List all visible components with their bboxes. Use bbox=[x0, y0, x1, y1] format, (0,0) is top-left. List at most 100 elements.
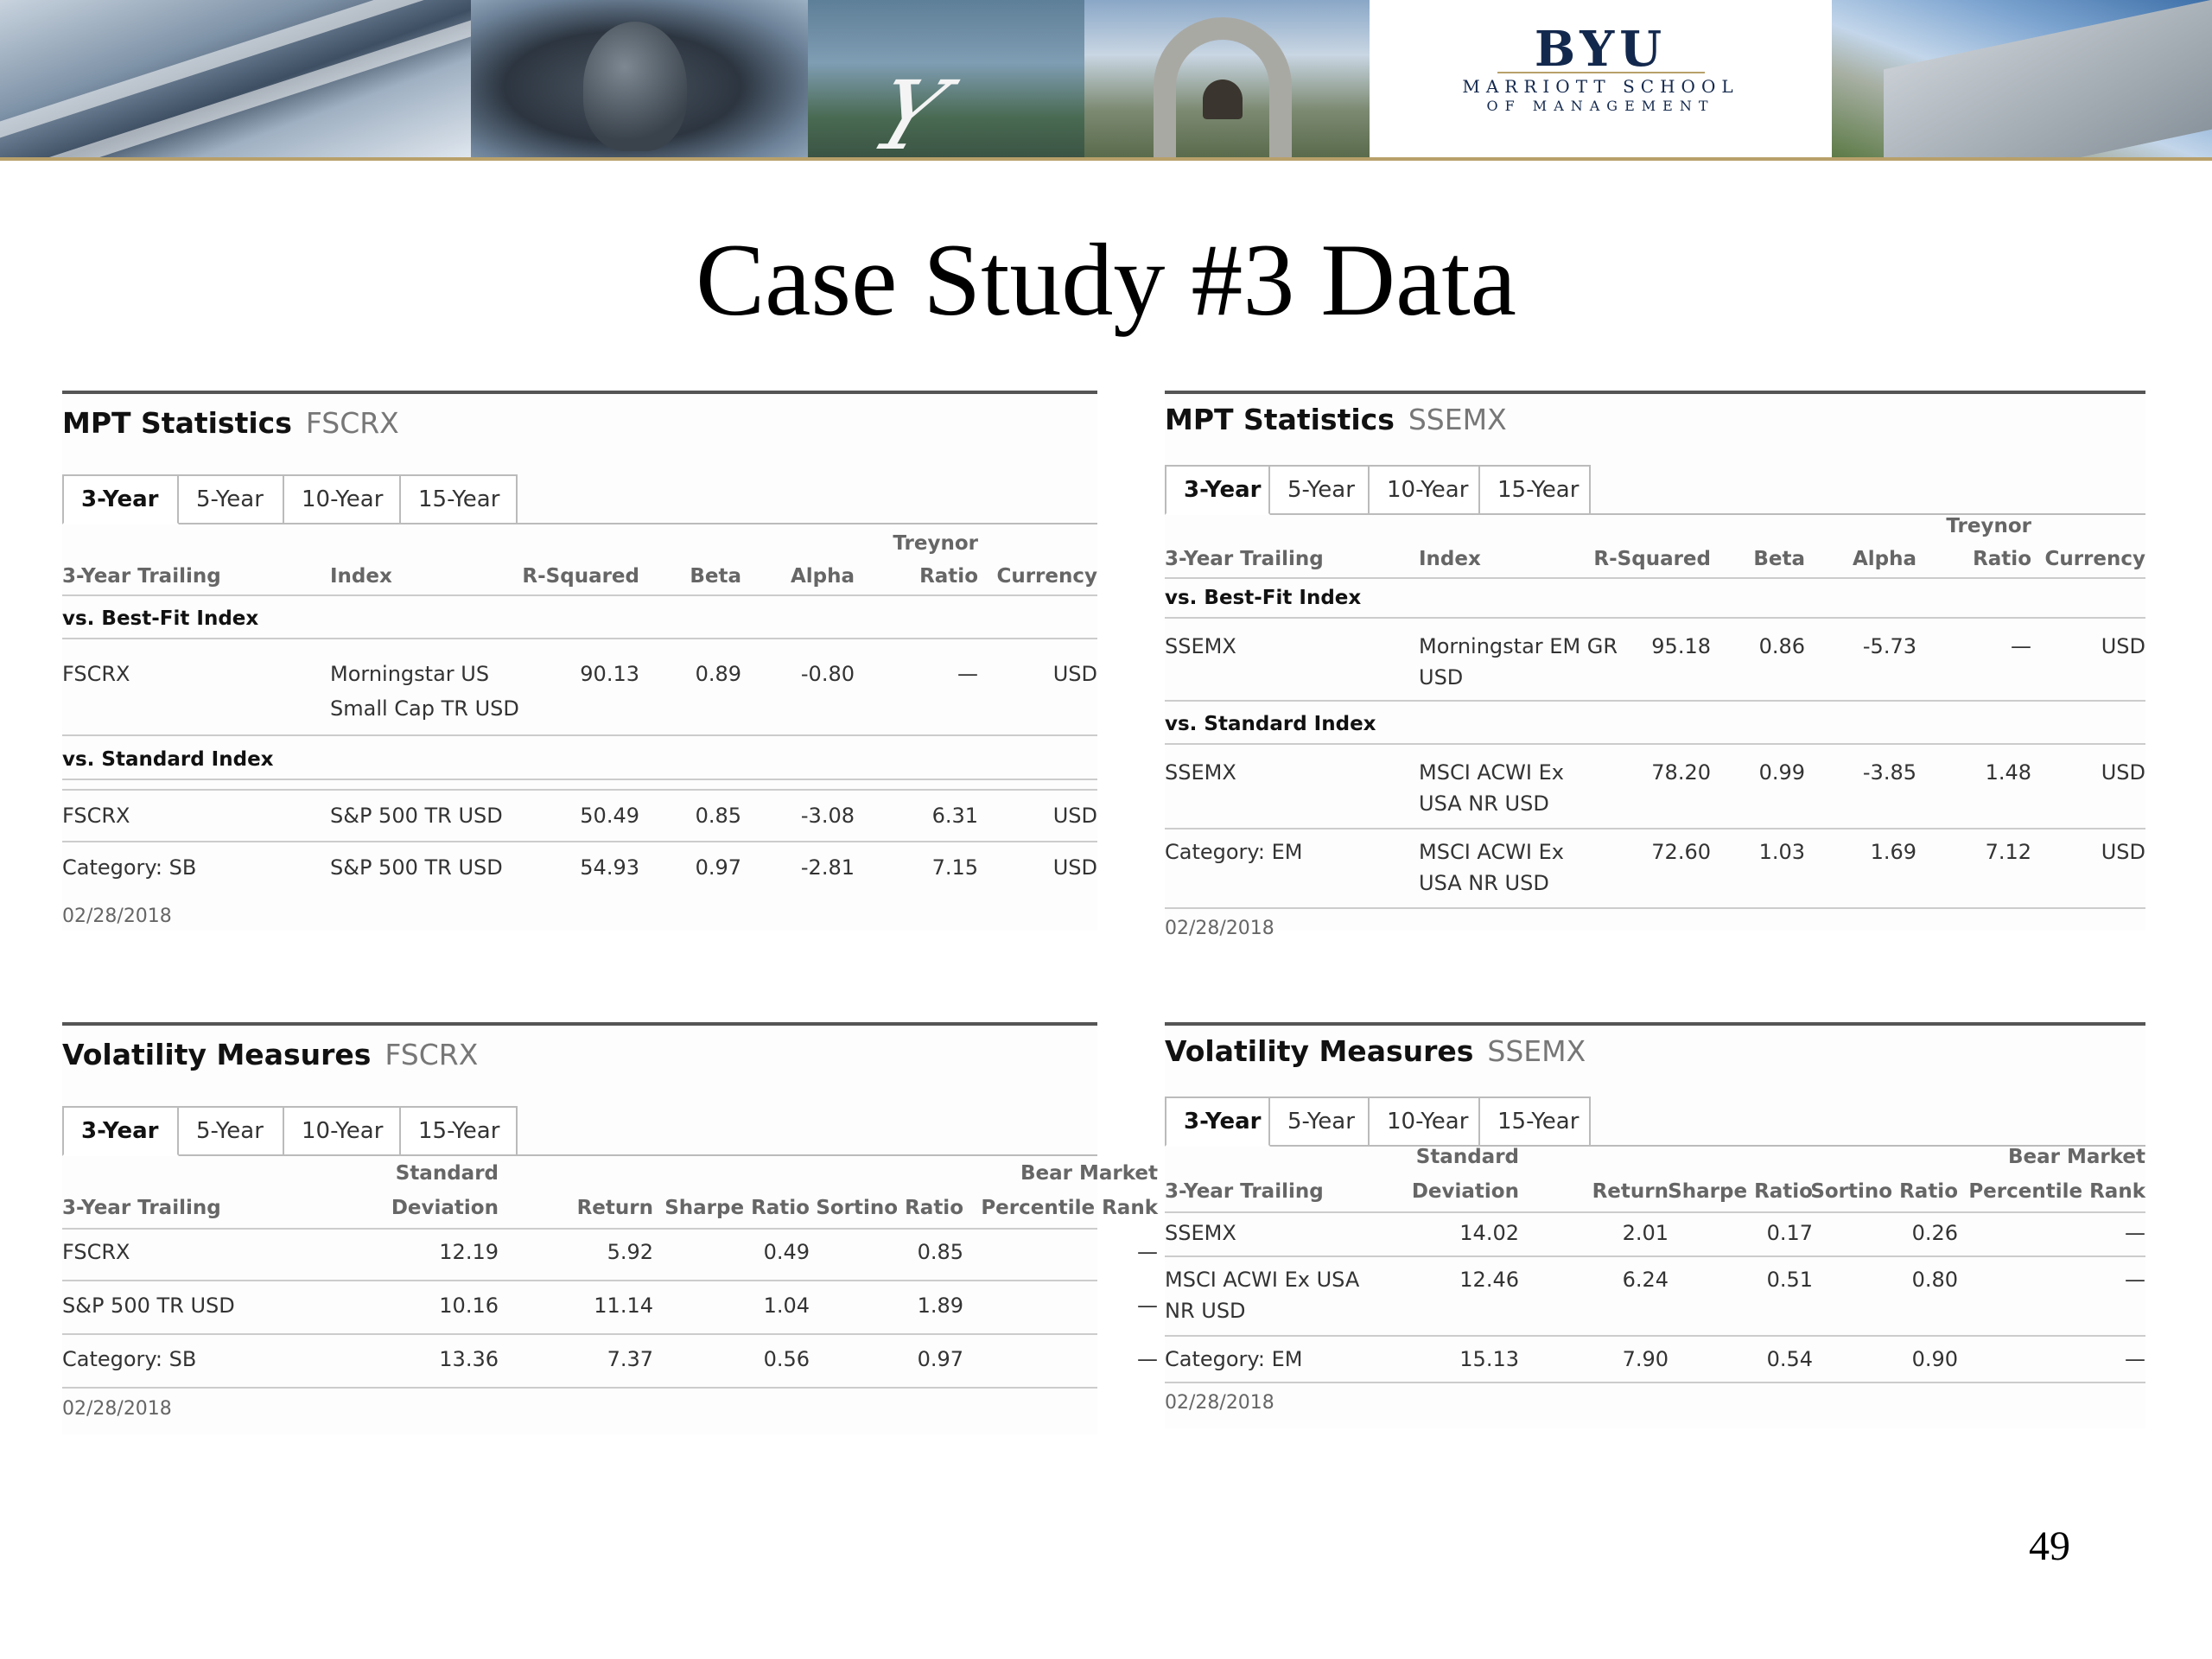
panel-title-text: MPT Statistics bbox=[62, 406, 292, 440]
tab-5-year[interactable]: 5-Year bbox=[1270, 1096, 1370, 1147]
tab-3-year[interactable]: 3-Year bbox=[1165, 1096, 1270, 1147]
row-treynor: 7.12 bbox=[1985, 840, 2031, 864]
tab-10-year[interactable]: 10-Year bbox=[1370, 465, 1480, 515]
row-sharpe: 0.56 bbox=[763, 1347, 810, 1371]
row-sharpe: 0.49 bbox=[763, 1240, 810, 1264]
volatility-measures-fscrx-panel: Volatility Measures FSCRX 3-Year 5-Year 10-Y… bbox=[62, 1022, 1158, 1434]
row-divider bbox=[1165, 828, 2145, 830]
banner-gold-rule bbox=[0, 157, 2212, 161]
row-index: S&P 500 TR USD bbox=[330, 804, 503, 828]
row-divider bbox=[1165, 1255, 2145, 1257]
header-sortino-ratio: Sortino Ratio bbox=[1810, 1180, 1958, 1203]
panel-ticker: FSCRX bbox=[385, 1038, 479, 1071]
row-name: FSCRX bbox=[62, 662, 130, 686]
tab-10-year[interactable]: 10-Year bbox=[1370, 1096, 1480, 1147]
panel-title: Volatility Measures FSCRX bbox=[62, 1038, 478, 1071]
banner-beam bbox=[0, 10, 508, 161]
row-divider bbox=[62, 1333, 1097, 1335]
row-alpha: -0.80 bbox=[800, 662, 855, 686]
tab-5-year[interactable]: 5-Year bbox=[179, 1106, 284, 1156]
row-bear-rank: — bbox=[2125, 1221, 2145, 1245]
tabs-baseline bbox=[1591, 1145, 2145, 1147]
row-currency: USD bbox=[2101, 634, 2145, 658]
row-alpha: -3.85 bbox=[1862, 760, 1916, 785]
row-return: 7.90 bbox=[1622, 1347, 1669, 1371]
row-index-line2: USA NR USD bbox=[1419, 791, 1549, 816]
header-r-squared: R-Squared bbox=[522, 565, 639, 588]
section-best-fit: vs. Best-Fit Index bbox=[1165, 587, 1362, 609]
tab-15-year[interactable]: 15-Year bbox=[401, 474, 518, 524]
row-bear-rank: — bbox=[1137, 1347, 1158, 1371]
tab-3-year[interactable]: 3-Year bbox=[62, 474, 179, 524]
row-std-dev: 15.13 bbox=[1459, 1347, 1519, 1371]
row-divider bbox=[1165, 1211, 2145, 1213]
row-sharpe: 0.17 bbox=[1766, 1221, 1813, 1245]
row-divider bbox=[1165, 700, 2145, 702]
row-divider bbox=[1165, 743, 2145, 745]
tab-15-year[interactable]: 15-Year bbox=[1480, 1096, 1591, 1147]
header-standard: Standard bbox=[395, 1162, 499, 1185]
tab-10-year[interactable]: 10-Year bbox=[284, 474, 401, 524]
slide-title: Case Study #3 Data bbox=[696, 222, 1516, 337]
header-bear-market: Bear Market bbox=[1020, 1162, 1158, 1185]
header-bear-market: Bear Market bbox=[2007, 1146, 2145, 1168]
header-return: Return bbox=[1592, 1180, 1669, 1203]
banner-photo-building bbox=[0, 0, 508, 161]
row-divider bbox=[1165, 907, 2145, 909]
row-divider bbox=[62, 1228, 1097, 1230]
section-standard: vs. Standard Index bbox=[1165, 713, 1376, 735]
panel-ticker: SSEMX bbox=[1487, 1034, 1586, 1068]
header-r-squared: R-Squared bbox=[1593, 548, 1711, 570]
school-logo: BYU MARRIOTT SCHOOL OF MANAGEMENT bbox=[1370, 0, 1832, 157]
header-sharpe-ratio: Sharpe Ratio bbox=[1668, 1180, 1813, 1203]
row-index: Morningstar EM GR bbox=[1419, 634, 1618, 658]
page-number: 49 bbox=[2029, 1523, 2070, 1569]
row-name-line2: NR USD bbox=[1165, 1299, 1246, 1323]
tab-3-year[interactable]: 3-Year bbox=[1165, 465, 1270, 515]
header-percentile-rank: Percentile Rank bbox=[981, 1197, 1158, 1219]
row-name: Category: SB bbox=[62, 1347, 197, 1371]
as-of-date: 02/28/2018 bbox=[1165, 1392, 1274, 1414]
tab-5-year[interactable]: 5-Year bbox=[1270, 465, 1370, 515]
row-bear-rank: — bbox=[2125, 1268, 2145, 1292]
row-divider bbox=[1165, 1382, 2145, 1383]
tab-3-year[interactable]: 3-Year bbox=[62, 1106, 179, 1156]
row-currency: USD bbox=[1052, 855, 1097, 880]
row-index: S&P 500 TR USD bbox=[330, 855, 503, 880]
row-index-line2: USA NR USD bbox=[1419, 871, 1549, 895]
row-alpha: -2.81 bbox=[800, 855, 855, 880]
tab-5-year[interactable]: 5-Year bbox=[179, 474, 284, 524]
header-treynor: Treynor bbox=[1946, 515, 2031, 537]
row-divider bbox=[62, 1280, 1097, 1281]
section-best-fit: vs. Best-Fit Index bbox=[62, 607, 259, 630]
row-beta: 0.85 bbox=[695, 804, 741, 828]
header-trailing: 3-Year Trailing bbox=[1165, 548, 1324, 570]
row-return: 2.01 bbox=[1622, 1221, 1669, 1245]
row-currency: USD bbox=[2101, 840, 2145, 864]
row-alpha: 1.69 bbox=[1870, 840, 1916, 864]
row-r-squared: 50.49 bbox=[580, 804, 639, 828]
section-standard: vs. Standard Index bbox=[62, 748, 274, 771]
y-mountain-icon: Y bbox=[856, 60, 960, 161]
header-sharpe-ratio: Sharpe Ratio bbox=[664, 1197, 810, 1219]
row-treynor: — bbox=[957, 662, 978, 686]
row-bear-rank: — bbox=[2125, 1347, 2145, 1371]
tabs-baseline bbox=[518, 523, 1097, 524]
header-percentile-rank: Percentile Rank bbox=[1968, 1180, 2145, 1203]
mpt-statistics-ssemx-panel: MPT Statistics SSEMX 3-Year 5-Year 10-Year 15… bbox=[1165, 391, 2145, 939]
tab-15-year[interactable]: 15-Year bbox=[1480, 465, 1591, 515]
header-deviation: Deviation bbox=[391, 1197, 499, 1219]
row-sortino: 0.85 bbox=[917, 1240, 963, 1264]
row-name: Category: SB bbox=[62, 855, 197, 880]
panel-ticker: FSCRX bbox=[305, 406, 399, 440]
row-beta: 0.97 bbox=[695, 855, 741, 880]
tab-10-year[interactable]: 10-Year bbox=[284, 1106, 401, 1156]
panel-top-rule bbox=[1165, 1022, 2145, 1026]
row-treynor: — bbox=[2011, 634, 2031, 658]
row-sortino: 0.80 bbox=[1911, 1268, 1958, 1292]
tab-15-year[interactable]: 15-Year bbox=[401, 1106, 518, 1156]
period-tabs: 3-Year 5-Year 10-Year 15-Year bbox=[62, 1106, 518, 1156]
panel-top-rule bbox=[1165, 391, 2145, 394]
row-sharpe: 1.04 bbox=[763, 1294, 810, 1318]
row-name: S&P 500 TR USD bbox=[62, 1294, 235, 1318]
